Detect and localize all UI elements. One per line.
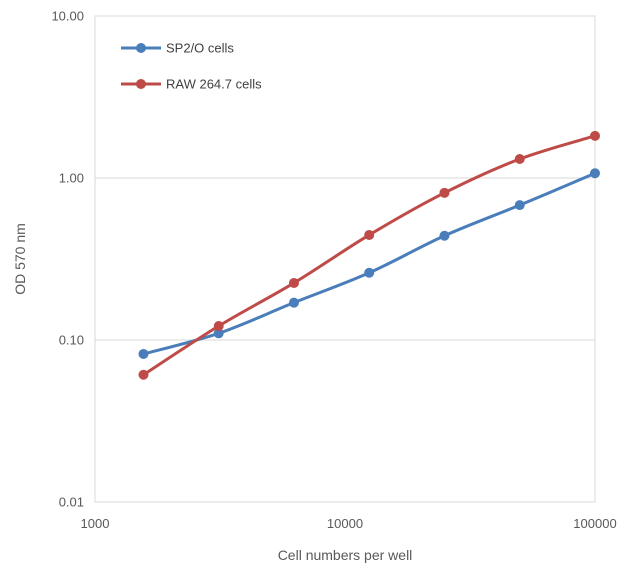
x-tick-labels: 1000 10000 100000	[81, 516, 617, 531]
data-point	[138, 348, 149, 359]
data-point	[439, 230, 450, 241]
legend: SP2/O cells RAW 264.7 cells	[121, 41, 262, 92]
y-axis-title: OD 570 nm	[12, 223, 28, 295]
data-point	[439, 187, 450, 198]
series-line	[141, 171, 597, 356]
y-tick-label: 0.01	[59, 495, 84, 510]
x-axis-title: Cell numbers per well	[278, 547, 413, 563]
x-tick-label: 1000	[81, 516, 110, 531]
plot-area	[94, 15, 596, 503]
data-point	[514, 154, 525, 165]
data-point	[364, 229, 375, 240]
y-tick-label: 1.00	[59, 171, 84, 186]
data-point	[514, 200, 525, 211]
data-point	[138, 369, 149, 380]
data-point	[213, 328, 224, 339]
legend-label: RAW 264.7 cells	[166, 77, 262, 92]
data-point	[590, 130, 600, 141]
y-tick-label: 0.10	[59, 333, 84, 348]
series-lines	[138, 130, 600, 380]
series-line	[141, 134, 597, 377]
legend-swatch-marker	[136, 43, 146, 53]
data-point	[288, 277, 299, 288]
data-point	[590, 168, 600, 179]
legend-label: SP2/O cells	[166, 41, 234, 56]
y-tick-label: 10.00	[51, 9, 84, 24]
data-point	[213, 321, 224, 332]
y-tick-labels: 0.01 0.10 1.00 10.00	[51, 9, 84, 510]
legend-swatch-marker	[136, 79, 146, 89]
data-point	[288, 297, 299, 308]
x-tick-label: 10000	[327, 516, 363, 531]
data-point	[364, 267, 375, 278]
x-tick-label: 100000	[573, 516, 616, 531]
